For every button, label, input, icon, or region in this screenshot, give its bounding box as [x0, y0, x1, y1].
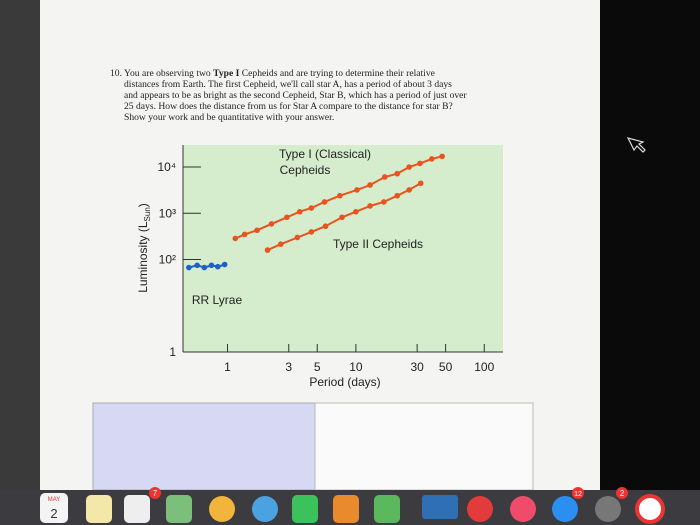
x-tick-label: 5: [314, 360, 321, 374]
data-point: [308, 229, 315, 235]
app-icon[interactable]: [422, 495, 458, 519]
x-tick-label: 30: [410, 360, 424, 374]
x-tick-label: 3: [285, 360, 292, 374]
y-tick-label: 10³: [159, 206, 176, 220]
annotation: Type II Cepheids: [333, 237, 423, 251]
data-point: [382, 174, 388, 180]
data-point: [221, 261, 228, 268]
data-point: [264, 247, 271, 253]
app-icon[interactable]: [333, 495, 359, 523]
question-line: 25 days. How does the distance from us f…: [124, 101, 453, 112]
y-label-sub: Sun: [143, 207, 152, 221]
data-point: [367, 182, 373, 188]
data-point: [394, 170, 401, 177]
data-point: [353, 208, 359, 215]
data-point: [277, 241, 284, 247]
question-line: 10. You are observing two Type I Cepheid…: [110, 68, 435, 79]
badge: [616, 487, 628, 499]
data-point: [321, 199, 328, 205]
app-icon[interactable]: [166, 495, 192, 523]
calendar-month: MAY: [48, 497, 61, 503]
question-line: distances from Earth. The first Cepheid,…: [124, 79, 452, 90]
app-icon[interactable]: [635, 494, 665, 524]
data-point: [417, 180, 424, 187]
annotation: Cepheids: [280, 163, 331, 177]
badge: [149, 487, 161, 499]
chart: Period (days) Luminosity (LSun) Type I (…: [136, 145, 503, 389]
app-icon[interactable]: [510, 496, 536, 522]
right-area: [600, 0, 700, 490]
question-line: Show your work and be quantitative with …: [124, 112, 334, 123]
y-label-text: Luminosity (L: [136, 221, 150, 293]
annotation: Type I (Classical): [279, 147, 371, 161]
data-point: [406, 187, 412, 193]
y-label-end: ): [136, 203, 150, 207]
data-point: [406, 164, 412, 170]
data-point: [294, 234, 301, 241]
data-point: [201, 264, 208, 271]
app-icon[interactable]: [552, 496, 578, 522]
y-tick-label: 10²: [159, 253, 176, 267]
answer-box-right[interactable]: [314, 402, 534, 491]
dock: MAY 2 7 12 2: [0, 487, 700, 525]
y-tick-label: 1: [169, 345, 176, 359]
data-point: [241, 231, 248, 238]
annotation: RR Lyrae: [192, 293, 243, 307]
data-point: [296, 208, 303, 215]
x-tick-label: 100: [474, 360, 494, 374]
data-point: [380, 199, 387, 205]
data-point: [232, 235, 239, 242]
text-span: Cepheids and are trying to determine the…: [239, 68, 435, 79]
data-point: [354, 187, 360, 193]
question: 10. You are observing two Type I Cepheid…: [110, 68, 467, 123]
left-margin: [0, 0, 40, 490]
question-line: and appears to be as bright as the secon…: [124, 90, 467, 101]
cursor: [626, 137, 646, 153]
bold-text: Type I: [213, 68, 239, 79]
data-point: [339, 214, 345, 221]
x-axis-label: Period (days): [309, 375, 380, 389]
badge: [572, 487, 584, 499]
x-tick-label: 10: [349, 360, 363, 374]
data-point: [284, 214, 290, 221]
data-point: [417, 160, 423, 167]
calendar-icon[interactable]: [40, 493, 68, 523]
data-point: [268, 221, 275, 227]
data-point: [214, 263, 221, 270]
data-point: [428, 156, 435, 162]
data-point: [322, 223, 329, 230]
data-point: [439, 153, 445, 160]
app-icon[interactable]: [209, 496, 235, 522]
app-icon[interactable]: [467, 496, 493, 522]
plot-area: [183, 145, 503, 352]
data-point: [208, 262, 215, 269]
answer-box-left[interactable]: [92, 402, 316, 491]
y-axis-label: Luminosity (LSun): [136, 203, 152, 293]
badge-count: 2: [620, 489, 625, 498]
text-span: 10. You are observing two: [110, 68, 213, 79]
app-icon[interactable]: [86, 495, 112, 523]
app-icon[interactable]: [595, 496, 621, 522]
data-point: [394, 192, 401, 199]
badge-count: 12: [574, 491, 582, 498]
x-tick-label: 50: [439, 360, 453, 374]
app-icon[interactable]: [292, 495, 318, 523]
app-icon[interactable]: [252, 496, 278, 522]
data-point: [367, 203, 373, 209]
x-tick-label: 1: [224, 360, 231, 374]
app-icon[interactable]: [124, 495, 150, 523]
data-point: [186, 264, 192, 271]
badge-count: 7: [153, 489, 158, 498]
data-point: [308, 205, 315, 211]
y-tick-label: 10⁴: [157, 160, 176, 174]
calendar-day: 2: [50, 506, 57, 521]
app-icon[interactable]: [374, 495, 400, 523]
data-point: [194, 262, 200, 269]
data-point: [337, 192, 343, 199]
data-point: [254, 227, 260, 234]
